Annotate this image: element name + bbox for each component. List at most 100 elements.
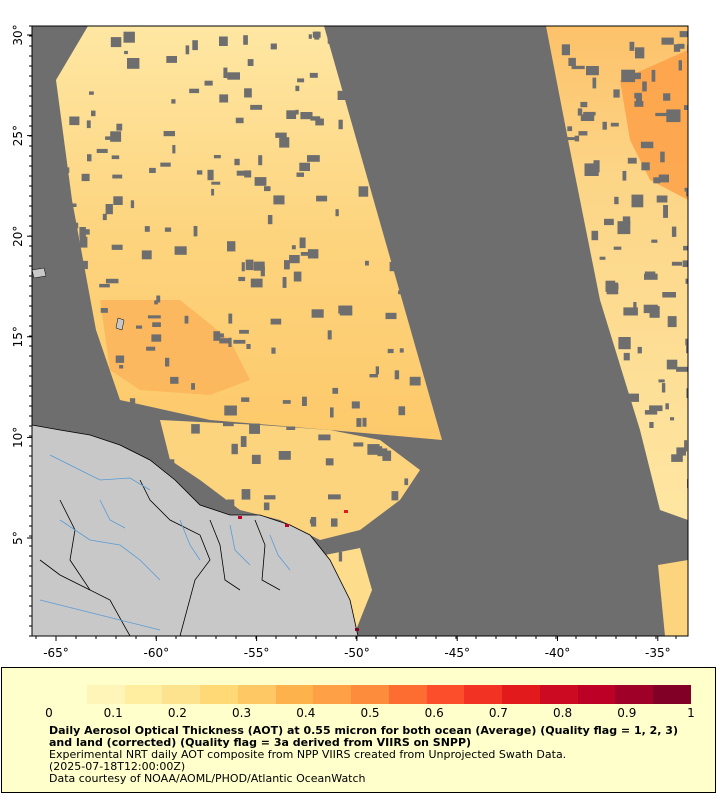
no-data-gap: [295, 109, 299, 115]
lat-tick-label: 15°: [11, 326, 25, 347]
no-data-gap: [371, 166, 384, 171]
no-data-gap: [164, 227, 172, 232]
no-data-gap: [87, 154, 92, 162]
lon-tick-label: -45°: [444, 646, 470, 660]
no-data-gap: [264, 186, 271, 192]
high-aot-point: [344, 510, 348, 513]
no-data-gap: [427, 477, 440, 483]
no-data-gap: [641, 162, 650, 171]
no-data-gap: [584, 341, 591, 346]
colorbar-swatch: [539, 685, 578, 704]
no-data-gap: [621, 404, 629, 414]
no-data-gap: [105, 204, 113, 215]
colorbar-swatch: [388, 685, 427, 704]
no-data-gap: [687, 135, 688, 143]
no-data-gap: [246, 344, 251, 349]
no-data-gap: [571, 65, 585, 70]
no-data-gap: [622, 216, 631, 226]
no-data-gap: [685, 338, 688, 346]
no-data-gap: [638, 473, 644, 483]
no-data-gap: [404, 478, 409, 486]
no-data-gap: [623, 352, 630, 361]
no-data-gap: [244, 170, 252, 178]
no-data-gap: [642, 81, 647, 92]
no-data-gap: [258, 155, 263, 166]
no-data-gap: [646, 484, 654, 496]
no-data-gap: [586, 66, 599, 76]
no-data-gap: [271, 347, 276, 354]
no-data-gap: [146, 346, 156, 351]
legend-credit: Data courtesy of NOAA/AOML/PHOD/Atlantic…: [49, 772, 366, 785]
no-data-gap: [637, 346, 642, 354]
no-data-gap: [579, 451, 584, 461]
no-data-gap: [569, 399, 581, 404]
no-data-gap: [429, 76, 441, 80]
lon-tick-label: -35°: [645, 646, 671, 660]
no-data-gap: [238, 276, 246, 282]
no-data-gap: [663, 93, 671, 101]
no-data-gap: [239, 329, 249, 334]
legend-description: Experimental NRT daily AOT composite fro…: [49, 748, 567, 761]
no-data-gap: [399, 348, 404, 353]
no-data-gap: [621, 69, 636, 83]
no-data-gap: [684, 440, 688, 452]
no-data-gap: [369, 374, 378, 378]
no-data-gap: [284, 260, 290, 270]
no-data-gap: [129, 398, 136, 408]
no-data-gap: [69, 222, 79, 229]
no-data-gap: [599, 256, 606, 260]
dust-plume-core: [100, 300, 250, 395]
no-data-gap: [662, 292, 676, 298]
no-data-gap: [236, 170, 248, 176]
no-data-gap: [162, 459, 175, 470]
no-data-gap: [424, 318, 428, 325]
no-data-gap: [640, 141, 654, 149]
no-data-gap: [605, 396, 619, 405]
no-data-gap: [124, 50, 128, 55]
no-data-gap: [115, 355, 125, 363]
no-data-gap: [84, 229, 90, 235]
no-data-gap: [436, 269, 450, 277]
no-data-gap: [577, 108, 583, 116]
colorbar-tick-label: 0: [45, 706, 53, 720]
no-data-gap: [382, 47, 387, 58]
no-data-gap: [110, 435, 120, 447]
no-data-gap: [123, 31, 135, 43]
lat-tick-label: 25°: [11, 125, 25, 146]
no-data-gap: [315, 118, 324, 126]
latitude-axis: 5° 10° 15° 20° 25° 30°: [11, 24, 32, 637]
no-data-gap: [282, 277, 287, 288]
no-data-gap: [411, 256, 423, 263]
no-data-gap: [358, 186, 369, 197]
no-data-gap: [679, 31, 688, 38]
lon-tick-label: -65°: [43, 646, 69, 660]
land-south-america: [32, 424, 359, 636]
no-data-gap: [622, 170, 627, 181]
no-data-gap: [127, 58, 140, 69]
colorbar-tick-label: 0.7: [488, 706, 508, 720]
no-data-gap: [69, 116, 80, 126]
no-data-gap: [656, 195, 668, 203]
no-data-gap: [111, 155, 120, 160]
no-data-gap: [591, 230, 599, 241]
no-data-gap: [204, 80, 213, 86]
no-data-gap: [614, 196, 619, 205]
colorbar-tick-label: 1: [687, 706, 695, 720]
no-data-gap: [223, 422, 234, 427]
no-data-gap: [112, 174, 123, 179]
no-data-gap: [613, 89, 620, 98]
no-data-gap: [99, 283, 110, 288]
no-data-gap: [297, 78, 305, 83]
high-aot-point: [285, 524, 289, 527]
no-data-gap: [356, 418, 362, 427]
no-data-gap: [309, 519, 316, 524]
no-data-gap: [432, 288, 436, 299]
longitude-axis: -65° -60° -55° -50° -45° -40° -35°: [35, 636, 677, 660]
no-data-gap: [661, 383, 666, 393]
no-data-gap: [427, 530, 434, 535]
no-data-gap: [432, 235, 443, 246]
no-data-gap: [391, 491, 399, 501]
no-data-gap: [211, 188, 215, 196]
no-data-gap: [312, 31, 321, 38]
no-data-gap: [244, 88, 252, 98]
